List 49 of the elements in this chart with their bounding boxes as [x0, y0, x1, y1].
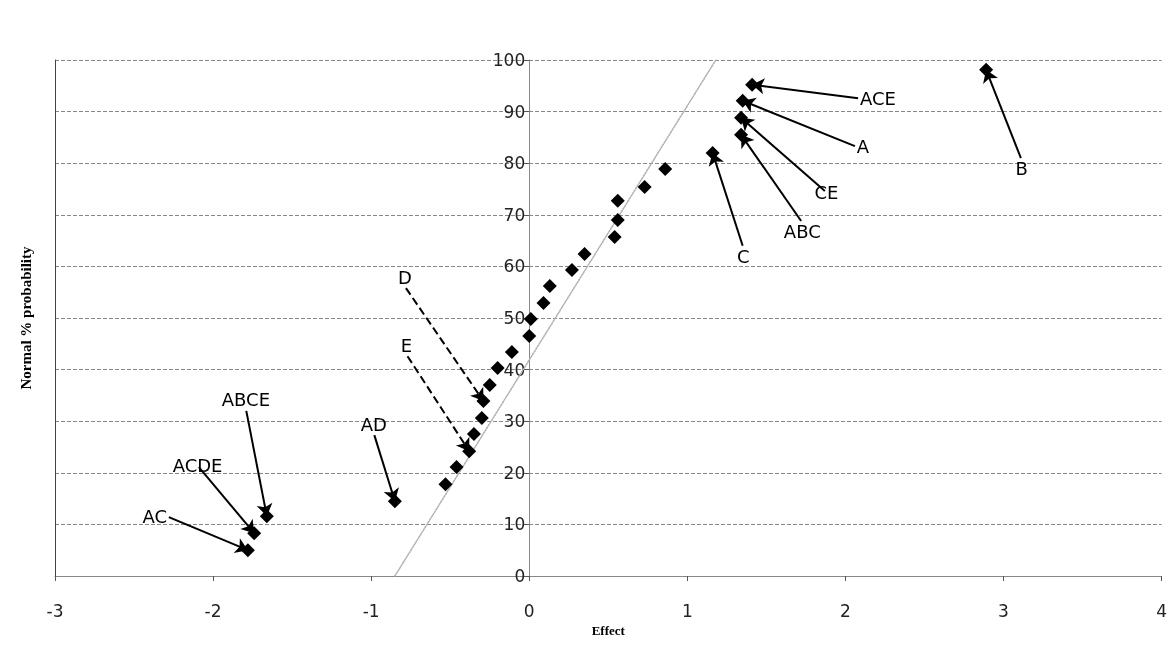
y-tick-label: 10: [503, 514, 526, 535]
y-tick-label: 90: [503, 101, 526, 122]
x-tick-label: -1: [362, 600, 380, 621]
annotation: C: [736, 246, 750, 268]
annotation: AC: [142, 505, 167, 527]
point: [466, 427, 481, 442]
y-tick-label: 30: [503, 411, 526, 432]
point: [610, 212, 625, 227]
x-tick-label: 1: [681, 600, 693, 621]
point: [522, 329, 537, 344]
point: [438, 477, 453, 492]
y-tick-label: 80: [503, 153, 526, 174]
point: [542, 279, 557, 294]
point: [449, 460, 464, 475]
annotation: D: [397, 266, 412, 288]
annotation: ACDE: [172, 455, 223, 477]
x-tick-label: -2: [204, 600, 222, 621]
x-tick-label: -3: [46, 600, 64, 621]
x-tick-label: 2: [840, 600, 851, 621]
annotation: CE: [814, 181, 839, 203]
point: [564, 263, 579, 278]
annotation: AD: [360, 413, 387, 435]
point: [577, 247, 592, 262]
point: [658, 161, 673, 176]
annotation: ABC: [783, 221, 821, 243]
y-tick-label: 50: [503, 308, 526, 328]
annotation: ABCE: [221, 389, 271, 411]
point: [504, 345, 519, 360]
x-tick-label: 3: [998, 600, 1009, 621]
x-axis-title: Effect: [591, 622, 626, 638]
point: [474, 411, 489, 426]
point: [490, 361, 505, 376]
y-tick-label: 0: [514, 566, 526, 586]
point: [610, 193, 625, 208]
annotation: B: [1015, 158, 1028, 180]
point: [536, 296, 551, 311]
annotation: ACE: [860, 87, 897, 109]
point: [482, 378, 497, 393]
point: [607, 229, 622, 244]
y-tick-label: 70: [503, 204, 526, 225]
annotation: A: [856, 136, 870, 158]
y-tick-label: 20: [503, 462, 526, 483]
y-tick-label: 60: [503, 256, 526, 277]
y-tick-label: 40: [503, 359, 526, 380]
y-axis-title: Normal % probability: [17, 245, 34, 390]
x-tick-label: 4: [1156, 600, 1168, 621]
y-tick-label: 100: [492, 50, 526, 70]
point: [637, 179, 652, 194]
annotation: E: [400, 335, 413, 357]
